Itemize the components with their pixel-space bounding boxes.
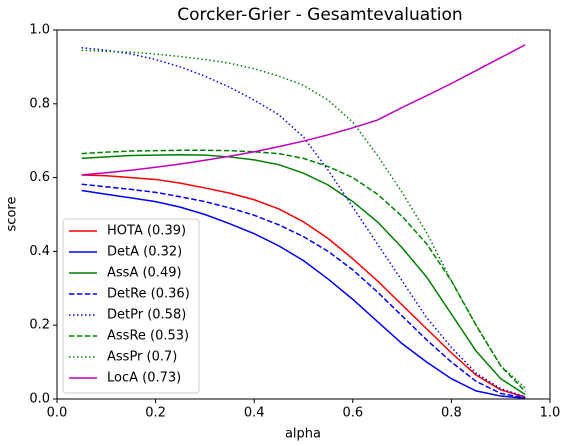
- y-axis-label: score: [5, 197, 20, 232]
- legend-label: LocA (0.73): [107, 371, 181, 386]
- legend-label: AssA (0.49): [107, 266, 182, 281]
- legend-label: DetPr (0.58): [107, 308, 186, 323]
- y-tick-label: 1.0: [29, 23, 50, 38]
- series-line: [81, 183, 526, 399]
- x-tick-label: 0.4: [244, 406, 265, 421]
- y-tick-label: 0.6: [29, 170, 50, 185]
- x-axis-label: alpha: [285, 427, 321, 442]
- x-tick-label: 0.6: [342, 406, 363, 421]
- legend-label: DetA (0.32): [107, 245, 182, 260]
- y-tick-label: 0.2: [29, 318, 50, 333]
- series-line: [81, 46, 526, 398]
- x-tick-label: 1.0: [540, 406, 561, 421]
- legend-label: AssPr (0.7): [107, 350, 177, 365]
- legend: [62, 218, 200, 394]
- legend-label: HOTA (0.39): [107, 224, 186, 239]
- series-line: [81, 153, 526, 396]
- x-tick-label: 0.8: [441, 406, 462, 421]
- y-tick-label: 0.0: [29, 392, 50, 407]
- chart-title: Corcker-Grier - Gesamtevaluation: [177, 5, 462, 25]
- plot-frame: [56, 29, 551, 400]
- legend-label: DetRe (0.36): [107, 287, 190, 302]
- series-line: [81, 174, 526, 398]
- series-line: [81, 44, 526, 176]
- y-tick-label: 0.4: [29, 244, 50, 259]
- x-tick-label: 0.2: [145, 406, 166, 421]
- series-line: [81, 189, 526, 400]
- x-tick-label: 0.0: [47, 406, 68, 421]
- y-tick-label: 0.8: [29, 96, 50, 111]
- series-line: [81, 149, 526, 393]
- legend-label: AssRe (0.53): [107, 329, 189, 344]
